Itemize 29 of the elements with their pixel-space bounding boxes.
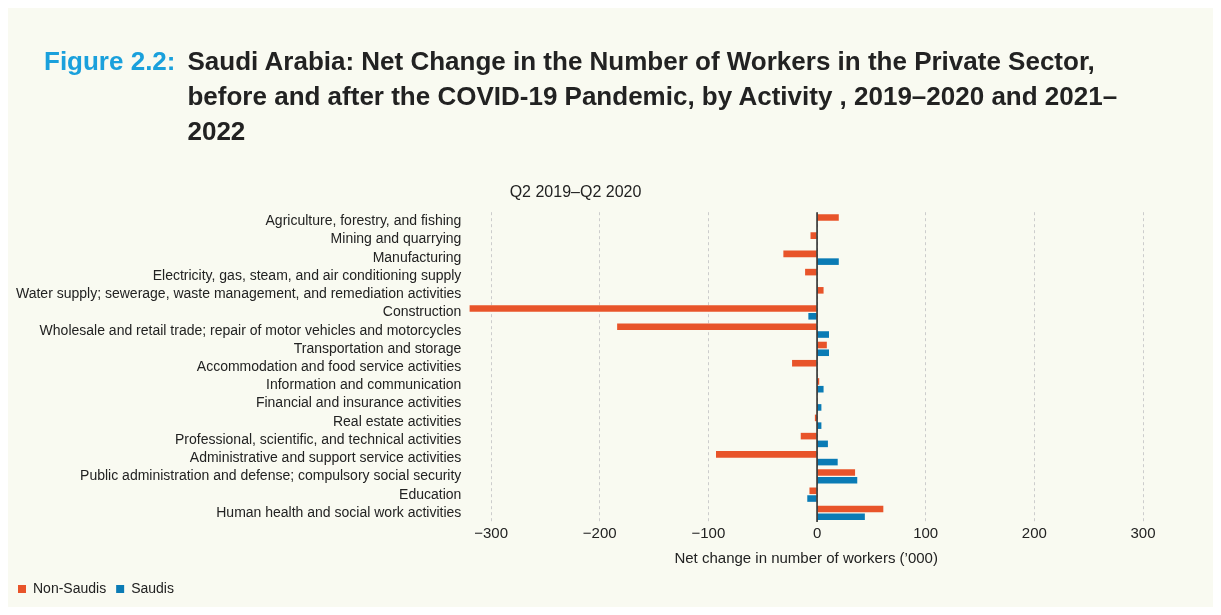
y-tick-label: Mining and quarrying <box>330 230 462 247</box>
x-axis-title: Net change in number of workers (’000) <box>674 549 938 567</box>
legend-label: Saudis <box>131 579 174 596</box>
y-tick-label: Financial and insurance activities <box>255 394 462 411</box>
y-tick-label: Information and communication <box>266 376 462 393</box>
chart-title: Figure 2.2: Saudi Arabia: Net Change in the Number of Workers in the Private Sector, before and after the COVID-19 Pandemic, by Activity , 2019–2020 and 2021–2022 <box>44 45 1119 148</box>
y-tick-label: Human health and social work activities <box>216 503 462 520</box>
y-tick-label: Public administration and defense; compulsory social security <box>80 467 462 484</box>
x-tick-label: −300 <box>474 524 508 542</box>
y-tick-label: Education <box>399 485 462 502</box>
y-tick-label: Accommodation and food service activities <box>196 357 462 374</box>
chart-subtitle: Q2 2019–Q2 2020 <box>509 183 642 201</box>
y-tick-label: Electricity, gas, steam, and air conditioning supply <box>152 266 462 283</box>
y-tick-label: Water supply; sewerage, waste management, and remediation activities <box>15 285 462 302</box>
x-tick-label: −200 <box>582 524 617 542</box>
legend-label: Non-Saudis <box>33 579 107 596</box>
x-tick-label: 200 <box>1021 524 1047 542</box>
x-tick-label: 0 <box>812 524 822 542</box>
x-tick-label: 100 <box>913 524 939 542</box>
y-tick-label: Professional, scientific, and technical activities <box>175 430 462 447</box>
y-tick-label: Construction <box>382 303 462 320</box>
x-tick-label: −100 <box>691 524 726 542</box>
y-tick-label: Real estate activities <box>332 412 462 429</box>
y-tick-label: Transportation and storage <box>293 339 462 356</box>
x-tick-label: 300 <box>1130 524 1156 542</box>
y-tick-label: Agriculture, forestry, and fishing <box>265 212 462 229</box>
y-tick-label: Manufacturing <box>372 248 462 265</box>
y-tick-label: Administrative and support service activities <box>189 449 462 466</box>
y-tick-label: Wholesale and retail trade; repair of motor vehicles and motorcycles <box>39 321 462 338</box>
